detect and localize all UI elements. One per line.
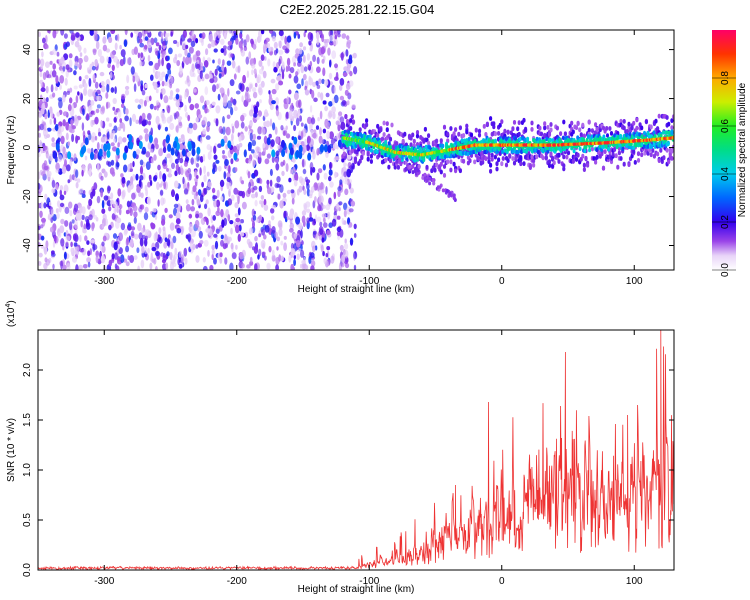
- bottom-y-tick-label: 2.0: [22, 363, 33, 377]
- top-y-tick-label: -20: [22, 189, 33, 204]
- colorbar-label: Normalized spectral amplitude: [737, 82, 748, 217]
- bottom-y-axis: 0.0 0.5 1.0 1.5 2.0: [22, 363, 674, 577]
- snr-panel: -300 -200 -100 0 100 0.0 0.5 1.0 1.5 2.0 Height …: [5, 300, 675, 595]
- y-multiplier: (x104): [5, 300, 17, 327]
- bottom-y-tick-label: 0.5: [22, 513, 33, 527]
- top-y-label: Frequency (Hz): [6, 116, 17, 185]
- top-x-tick-label: 100: [626, 276, 643, 287]
- snr-series-line: [38, 330, 674, 570]
- bottom-x-tick-label: -100: [359, 576, 379, 587]
- bottom-x-tick-label: -300: [94, 576, 114, 587]
- bottom-x-axis: -300 -200 -100 0 100: [94, 330, 643, 587]
- bottom-x-tick-label: -200: [227, 576, 247, 587]
- bottom-x-label: Height of straight line (km): [298, 584, 415, 595]
- colorbar-tick-label: 0.4: [720, 167, 731, 181]
- y-multiplier-exp: 4: [5, 304, 12, 308]
- top-x-label: Height of straight line (km): [298, 284, 415, 295]
- bottom-y-tick-label: 0.0: [22, 563, 33, 577]
- spectrogram-frame: [37, 29, 675, 271]
- bottom-x-tick-label: 0: [499, 576, 505, 587]
- top-y-tick-label: 20: [22, 93, 33, 105]
- top-x-axis: -300 -200 -100 0 100: [94, 30, 643, 287]
- bottom-y-tick-label: 1.0: [22, 463, 33, 477]
- top-y-tick-label: -40: [22, 238, 33, 253]
- figure-title: C2E2.2025.281.22.15.G04: [280, 2, 435, 17]
- colorbar-tick-label: 0.2: [720, 215, 731, 229]
- snr-frame: [37, 329, 675, 571]
- top-x-tick-label: -100: [359, 276, 379, 287]
- top-x-tick-label: 0: [499, 276, 505, 287]
- colorbar-tick-label: 0.6: [720, 119, 731, 133]
- colorbar-tick-label: 0.0: [720, 263, 731, 277]
- signal-band: [341, 113, 674, 183]
- colorbar: 0.0 0.2 0.4 0.6 0.8 Normalized spectral ampl…: [712, 30, 748, 277]
- colorbar-scale: [712, 30, 736, 270]
- bottom-x-tick-label: 100: [626, 576, 643, 587]
- top-x-tick-label: -200: [227, 276, 247, 287]
- y-multiplier-close: ): [6, 300, 17, 303]
- top-y-axis: -40 -20 0 20 40: [22, 44, 674, 253]
- faint-tail: [394, 155, 457, 202]
- colorbar-tick-label: 0.8: [720, 71, 731, 85]
- top-x-tick-label: -300: [94, 276, 114, 287]
- top-y-tick-label: 40: [22, 44, 33, 56]
- bottom-y-label: SNR (10 * v/v): [6, 418, 17, 482]
- noise-region: [38, 30, 358, 270]
- bottom-y-tick-label: 1.5: [22, 413, 33, 427]
- y-multiplier-base: (x10: [6, 307, 17, 327]
- top-y-tick-label: 0: [22, 144, 33, 150]
- colorbar-ticks: 0.0 0.2 0.4 0.6 0.8: [712, 71, 736, 277]
